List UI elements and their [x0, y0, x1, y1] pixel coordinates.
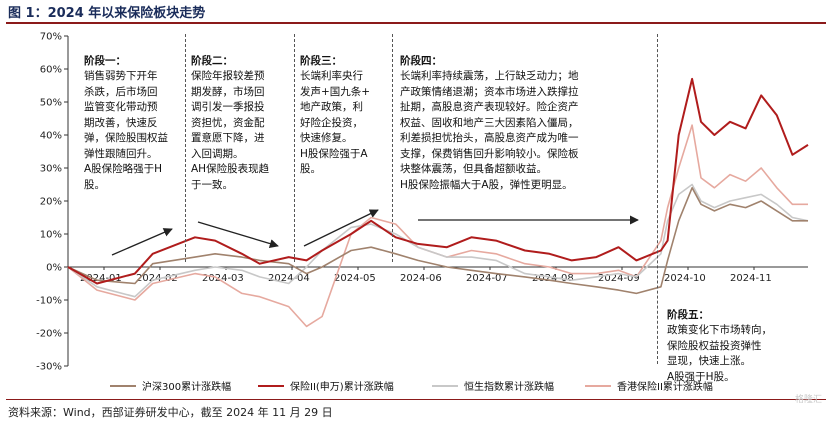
source-note: 资料来源：Wind，西部证券研发中心，截至 2024 年 11 月 29 日 — [8, 406, 333, 419]
y-tick-label: 60% — [40, 65, 62, 76]
y-tick-label: 30% — [40, 164, 62, 175]
trend-arrow-stage1 — [111, 228, 173, 256]
legend-swatch-0 — [110, 384, 136, 387]
legend-item-0: 沪深300累计涨跌幅 — [110, 378, 231, 393]
y-tick-label: 70% — [40, 32, 62, 43]
watermark-logo: 格隆汇 — [794, 395, 822, 405]
legend-label-3: 香港保险II累计涨跌幅 — [617, 382, 713, 393]
x-tick-label: 2024-11 — [730, 273, 772, 284]
y-tick-label: 20% — [40, 197, 62, 208]
x-tick-label: 2024-08 — [532, 273, 574, 284]
trend-arrow-stage2 — [197, 221, 279, 249]
legend-swatch-2 — [432, 384, 458, 387]
figure-title: 图 1：2024 年以来保险板块走势 — [8, 6, 206, 21]
stage3-annotation: 阶段三： 长端利率央行 发声+国九条+ 地产政策，利 好险企投资， 快速修复。 H… — [300, 38, 390, 178]
stage3-heading: 阶段三： — [300, 54, 342, 67]
stage4-annotation: 阶段四： 长端利率持续震荡，上行缺乏动力；地 产政策情绪退潮；资本市场进入跌撑拉 … — [400, 38, 652, 193]
series-line-2 — [67, 183, 809, 298]
stage-divider-4 — [657, 34, 658, 364]
y-tick-label: 50% — [40, 98, 62, 109]
stage2-text: 保险年报较差预 期发酵，市场回 调引发一季报投 资担忧，资金配 置意愿下降，进 … — [191, 70, 270, 191]
legend-label-2: 恒生指数累计涨跌幅 — [464, 382, 554, 393]
stage5-annotation: 阶段五： 政策变化下市场转向， 保险股权益投资弹性 显现，快速上涨。 A股强于H股… — [667, 292, 797, 385]
legend-swatch-1 — [258, 384, 284, 387]
stage5-heading: 阶段五： — [667, 308, 709, 321]
y-tick-label: -20% — [36, 329, 62, 340]
x-tick-label: 2024-03 — [202, 273, 244, 284]
legend-item-2: 恒生指数累计涨跌幅 — [432, 378, 554, 393]
stage1-annotation: 阶段一： 销售弱势下开年 杀跌，后市场回 监管变化带动预 期改善，快速反 弹，保险… — [84, 38, 184, 193]
stage2-annotation: 阶段二： 保险年报较差预 期发酵，市场回 调引发一季报投 资担忧，资金配 置意愿下… — [191, 38, 291, 193]
stage-divider-3 — [392, 34, 393, 262]
y-tick-label: -30% — [36, 362, 62, 373]
stage1-text: 销售弱势下开年 杀跌，后市场回 监管变化带动预 期改善，快速反 弹，保险股围权益… — [84, 70, 168, 191]
series-line-0 — [67, 187, 808, 295]
stage-divider-1 — [185, 34, 186, 262]
x-tick-label: 2024-06 — [400, 273, 442, 284]
legend-item-3: 香港保险II累计涨跌幅 — [585, 378, 713, 393]
legend-label-0: 沪深300累计涨跌幅 — [142, 382, 232, 393]
x-tick-label: 2024-04 — [268, 273, 310, 284]
legend-item-1: 保险II(申万)累计涨跌幅 — [258, 378, 394, 393]
bottom-rule — [6, 399, 826, 400]
trend-arrow-stage3 — [303, 209, 379, 247]
x-tick-label: 2024-09 — [598, 273, 640, 284]
x-tick-label: 2024-01 — [80, 273, 122, 284]
x-tick-label: 2024-07 — [466, 273, 508, 284]
stage1-heading: 阶段一： — [84, 54, 126, 67]
stage3-text: 长端利率央行 发声+国九条+ 地产政策，利 好险企投资， 快速修复。 H股保险强… — [300, 70, 371, 175]
legend-label-1: 保险II(申万)累计涨跌幅 — [290, 382, 394, 393]
stage4-text: 长端利率持续震荡，上行缺乏动力；地 产政策情绪退潮；资本市场进入跌撑拉 扯期，高… — [400, 70, 579, 191]
y-tick-label: 40% — [40, 131, 62, 142]
legend-swatch-3 — [585, 384, 611, 387]
stage4-heading: 阶段四： — [400, 54, 442, 67]
x-tick-label: 2024-10 — [664, 273, 706, 284]
top-rule — [6, 22, 826, 24]
y-tick-label: -10% — [36, 296, 62, 307]
series-line-3 — [67, 124, 808, 328]
stage2-heading: 阶段二： — [191, 54, 233, 67]
y-tick-label: 10% — [40, 230, 62, 241]
stage5-text: 政策变化下市场转向， 保险股权益投资弹性 显现，快速上涨。 A股强于H股。 — [667, 324, 772, 383]
stage-divider-2 — [294, 34, 295, 262]
x-tick-label: 2024-05 — [334, 273, 376, 284]
series-line-1 — [67, 77, 809, 285]
y-tick-label: 0% — [46, 263, 62, 274]
